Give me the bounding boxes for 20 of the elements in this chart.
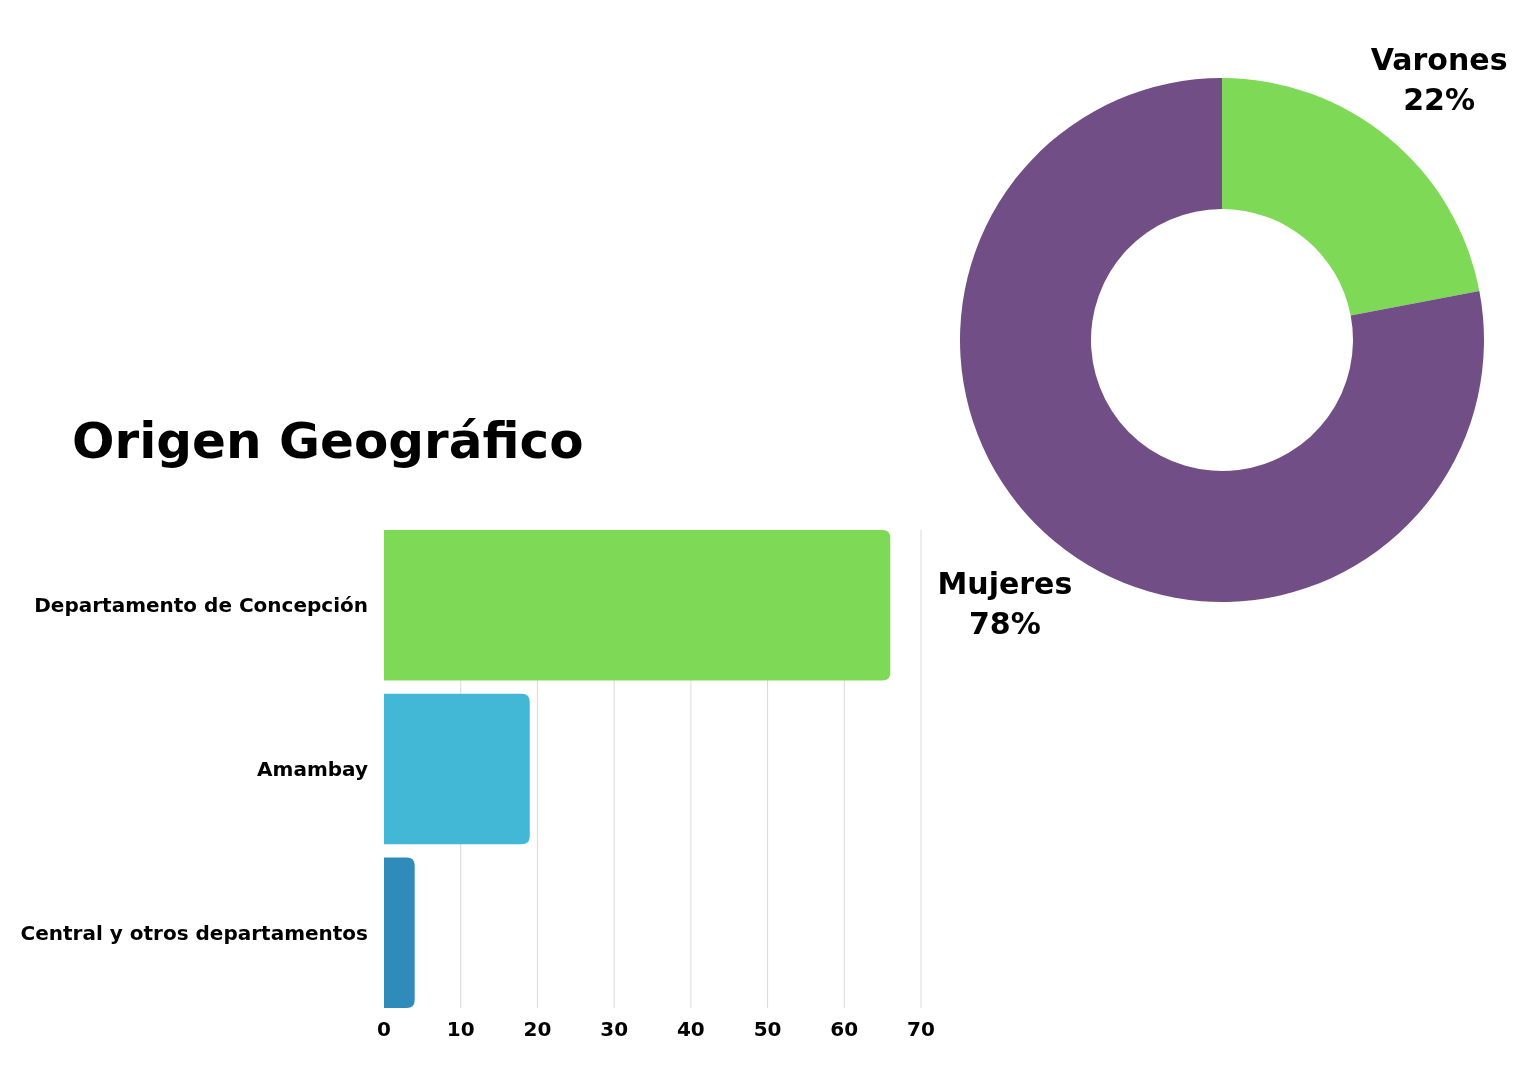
donut-slice xyxy=(1222,78,1480,316)
data-label: 78% xyxy=(968,606,1041,642)
x-tick-label: 30 xyxy=(600,1017,629,1041)
slice-label: Varones xyxy=(1370,41,1508,77)
x-tick-label: 50 xyxy=(753,1017,782,1041)
chart-title: Origen Geográfico xyxy=(72,412,584,470)
data-label: 22% xyxy=(1403,81,1476,117)
x-tick-label: 0 xyxy=(377,1017,391,1041)
x-tick-label: 40 xyxy=(676,1017,705,1041)
y-tick-label: Departamento de Concepción xyxy=(34,593,368,618)
bar xyxy=(384,857,415,1008)
y-tick-label: Amambay xyxy=(257,757,368,781)
x-tick-label: 60 xyxy=(830,1017,859,1041)
bar xyxy=(384,693,530,845)
bar xyxy=(384,530,891,681)
x-tick-label: 70 xyxy=(907,1017,935,1041)
y-tick-label: Central y otros departamentos xyxy=(20,920,368,945)
x-tick-label: 10 xyxy=(446,1017,475,1041)
x-tick-label: 20 xyxy=(523,1017,552,1041)
slice-label: Mujeres xyxy=(937,566,1073,602)
